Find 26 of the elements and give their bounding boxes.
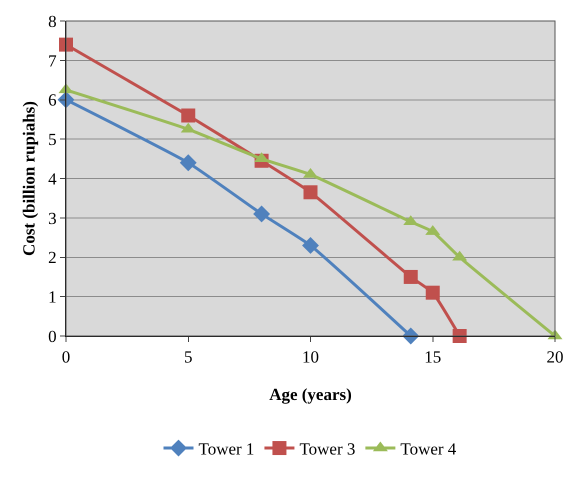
point [404,270,418,284]
x-tick-label: 5 [184,347,192,366]
y-tick-label: 2 [48,248,57,268]
legend-label: Tower 4 [400,440,457,459]
y-tick-label: 5 [48,130,57,150]
x-tick-label: 10 [302,347,319,366]
x-axis-title: Age (years) [269,384,352,404]
y-tick-label: 3 [48,208,57,228]
x-tick-label: 20 [546,347,564,366]
y-tick-label: 4 [48,169,58,188]
y-tick-label: 1 [48,288,57,307]
point [181,108,196,122]
legend-label: Tower 3 [299,440,356,459]
point [426,286,440,300]
point [253,205,270,222]
point [180,154,197,172]
y-axis-title: Cost (billion rupiahs) [20,101,39,256]
x-tick-label: 15 [424,347,442,366]
x-tick-label: 0 [62,347,70,366]
legend-label: Tower 1 [198,440,254,459]
point [304,185,318,200]
point [302,236,319,254]
y-tick-label: 8 [48,12,57,31]
y-tick-label: 0 [48,326,57,346]
y-tick-label: 6 [48,90,57,110]
y-tick-label: 7 [48,51,58,70]
